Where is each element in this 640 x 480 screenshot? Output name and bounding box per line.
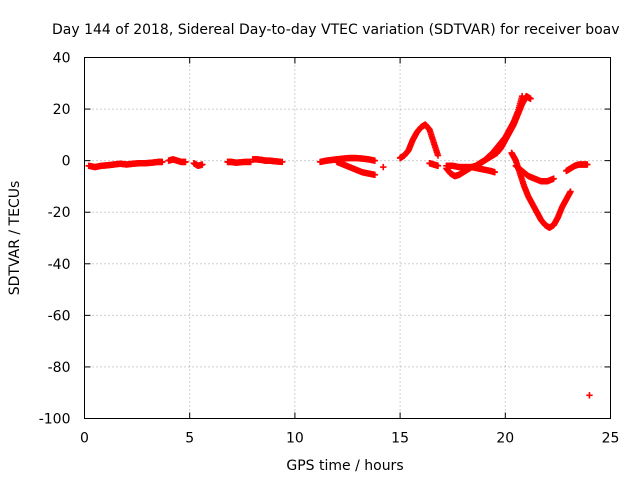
x-tick-label: 5 <box>185 431 194 447</box>
x-axis-label: GPS time / hours <box>286 458 403 474</box>
y-tick-label: 40 <box>53 51 71 67</box>
y-tick-label: 0 <box>62 154 71 170</box>
data-point <box>279 158 286 166</box>
data-point <box>371 157 379 164</box>
x-tick-label: 10 <box>286 431 304 447</box>
grid-lines <box>84 57 611 419</box>
x-tick-label: 25 <box>602 431 620 447</box>
data-point <box>491 169 498 176</box>
y-tick-label: -20 <box>48 205 71 221</box>
data-point <box>371 171 379 179</box>
chart-title: Day 144 of 2018, Sidereal Day-to-day VTE… <box>52 22 620 38</box>
data-point <box>567 188 574 195</box>
data-point <box>380 163 387 171</box>
y-tick-label: 20 <box>53 102 71 118</box>
data-point <box>434 162 442 169</box>
data-point <box>182 158 189 166</box>
y-axis: -100 -80 -60 -40 -20 0 20 40 <box>39 51 611 428</box>
data-point <box>527 95 534 102</box>
data-point <box>550 175 557 182</box>
y-tick-label: -40 <box>48 257 71 273</box>
x-tick-label: 15 <box>391 431 409 447</box>
data-points <box>85 92 593 399</box>
x-tick-label: 20 <box>496 431 514 447</box>
data-point <box>584 161 591 168</box>
x-axis: 0 5 10 15 20 25 <box>80 57 620 447</box>
data-point <box>159 158 166 166</box>
data-point <box>434 152 442 159</box>
data-point <box>586 392 593 399</box>
data-point <box>199 161 206 168</box>
y-axis-label: SDTVAR / TECUs <box>7 181 23 296</box>
x-tick-label: 0 <box>80 431 89 447</box>
y-tick-label: -60 <box>48 308 71 324</box>
y-tick-label: -80 <box>48 360 71 376</box>
y-tick-label: -100 <box>39 412 71 428</box>
plot-frame <box>84 57 611 419</box>
